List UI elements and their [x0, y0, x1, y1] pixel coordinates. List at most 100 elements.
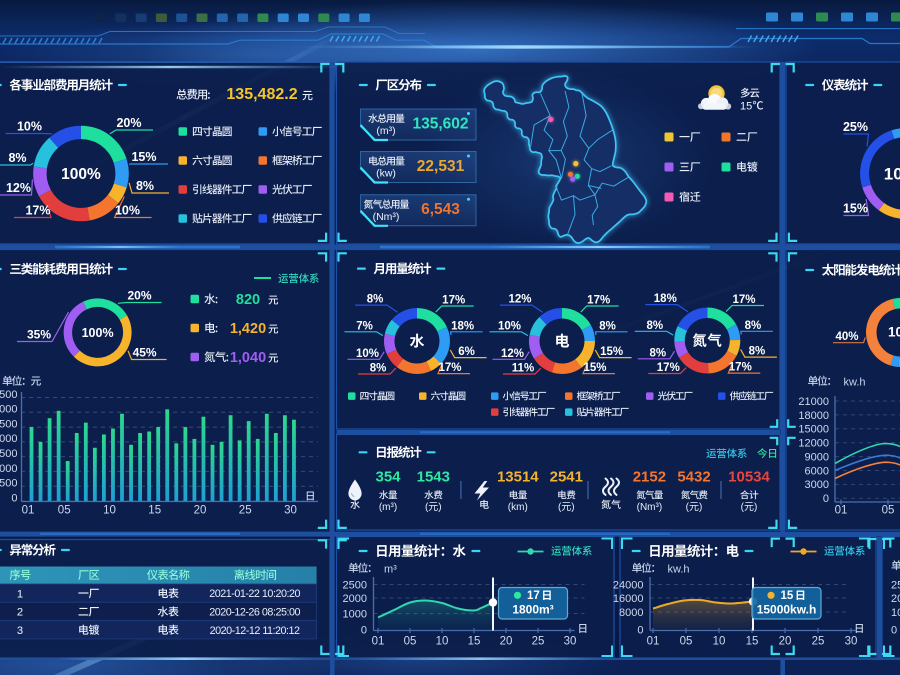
svg-text:8000: 8000 [619, 607, 643, 619]
svg-text:500: 500 [0, 478, 18, 490]
svg-text:0: 0 [891, 624, 897, 636]
svg-text:135,482.2: 135,482.2 [226, 86, 297, 103]
svg-text:(Nm³): (Nm³) [637, 502, 663, 513]
svg-text:18000: 18000 [798, 410, 829, 422]
svg-text:2021-01-22 10:20:20: 2021-01-22 10:20:20 [209, 588, 300, 600]
svg-text:01: 01 [22, 505, 35, 517]
svg-text:21000: 21000 [798, 396, 829, 408]
svg-text:3000: 3000 [0, 404, 18, 416]
svg-text:1543: 1543 [417, 468, 450, 485]
svg-text:8%: 8% [599, 320, 616, 332]
svg-text:01: 01 [835, 505, 848, 517]
svg-text:(km): (km) [508, 502, 528, 513]
svg-text:2020-12-12 11:20:12: 2020-12-12 11:20:12 [210, 625, 300, 637]
svg-text:17%: 17% [438, 362, 461, 374]
svg-text:(m³): (m³) [376, 125, 395, 137]
svg-text:2000: 2000 [343, 593, 367, 605]
svg-text:12%: 12% [501, 348, 524, 360]
svg-text:(kw): (kw) [376, 168, 396, 180]
svg-text:12000: 12000 [798, 438, 829, 450]
svg-text:05: 05 [882, 505, 895, 517]
svg-text:2000: 2000 [0, 433, 18, 445]
svg-text:13514: 13514 [497, 468, 539, 485]
svg-text:18%: 18% [451, 320, 474, 332]
svg-text:kw.h: kw.h [668, 563, 690, 575]
svg-text:(元): (元) [741, 502, 758, 513]
svg-text:2541: 2541 [550, 468, 583, 485]
svg-text:30: 30 [564, 636, 577, 648]
svg-text:20: 20 [891, 593, 900, 605]
svg-text:17%: 17% [25, 203, 50, 217]
svg-text:15: 15 [746, 636, 759, 648]
svg-text:0: 0 [11, 492, 17, 504]
svg-text:8%: 8% [136, 179, 154, 193]
svg-text:17: 17 [527, 590, 540, 602]
svg-text:3000: 3000 [805, 479, 829, 491]
svg-text:1500: 1500 [0, 448, 18, 460]
svg-text:10%: 10% [356, 348, 379, 360]
svg-text:11%: 11% [512, 363, 534, 375]
svg-text:10: 10 [891, 607, 900, 619]
svg-text:8%: 8% [749, 346, 766, 358]
svg-text:30: 30 [845, 636, 858, 648]
svg-text:20%: 20% [127, 289, 151, 303]
svg-text:100%: 100% [61, 166, 101, 183]
svg-text:0: 0 [637, 624, 643, 636]
svg-text:10%: 10% [115, 203, 140, 217]
svg-text:3: 3 [17, 625, 23, 637]
svg-text:25: 25 [891, 579, 900, 591]
svg-text:35%: 35% [27, 328, 51, 342]
svg-text:1800m³: 1800m³ [512, 603, 553, 617]
svg-text:9000: 9000 [805, 452, 829, 464]
svg-text:7%: 7% [356, 320, 373, 332]
svg-text:354: 354 [375, 468, 401, 485]
svg-text:(Nm³): (Nm³) [373, 211, 400, 223]
svg-text:17%: 17% [732, 294, 755, 306]
svg-text:2152: 2152 [633, 468, 666, 485]
svg-text:10534: 10534 [728, 468, 770, 485]
svg-text:8%: 8% [649, 347, 666, 359]
svg-text:100%: 100% [884, 164, 900, 183]
svg-text:(元): (元) [425, 502, 442, 513]
svg-text:17%: 17% [442, 295, 465, 307]
svg-text:30: 30 [284, 505, 297, 517]
svg-text:0: 0 [823, 493, 829, 505]
svg-text:20: 20 [500, 636, 513, 648]
svg-text:01: 01 [372, 636, 385, 648]
svg-text:20%: 20% [116, 116, 141, 130]
svg-text:10%: 10% [498, 320, 521, 332]
svg-text:100%: 100% [82, 326, 114, 340]
svg-text:820: 820 [236, 292, 260, 308]
svg-text:(m³): (m³) [379, 502, 397, 513]
svg-text:2020-12-26 08:25:00: 2020-12-26 08:25:00 [209, 607, 300, 619]
svg-text:5432: 5432 [677, 468, 710, 485]
svg-text:15%: 15% [583, 362, 606, 374]
svg-text:6000: 6000 [805, 465, 829, 477]
svg-text:45%: 45% [133, 346, 157, 360]
svg-text:20: 20 [194, 505, 207, 517]
svg-text:18%: 18% [654, 293, 677, 305]
svg-text:8%: 8% [745, 320, 762, 332]
svg-text:15: 15 [781, 590, 794, 602]
svg-text:2500: 2500 [0, 418, 18, 430]
svg-text:15%: 15% [131, 150, 156, 164]
svg-text:1,040: 1,040 [230, 350, 266, 366]
svg-text:1000: 1000 [343, 608, 367, 620]
svg-text:05: 05 [680, 636, 693, 648]
svg-text:25: 25 [532, 636, 545, 648]
svg-text:2: 2 [17, 607, 23, 619]
svg-text:m³: m³ [384, 563, 397, 575]
svg-text:17%: 17% [729, 362, 752, 374]
svg-text:15000kw.h: 15000kw.h [757, 603, 817, 617]
svg-text:8%: 8% [370, 363, 387, 375]
svg-text:kw.h: kw.h [844, 376, 866, 388]
svg-text:(元): (元) [686, 502, 703, 513]
svg-text:8%: 8% [8, 151, 26, 165]
svg-text:15: 15 [740, 100, 752, 112]
svg-text:10: 10 [103, 505, 116, 517]
svg-text:8%: 8% [367, 294, 384, 306]
svg-text:15: 15 [468, 636, 481, 648]
svg-text:15: 15 [148, 505, 161, 517]
svg-text:25: 25 [239, 505, 252, 517]
svg-text:6%: 6% [458, 346, 475, 358]
